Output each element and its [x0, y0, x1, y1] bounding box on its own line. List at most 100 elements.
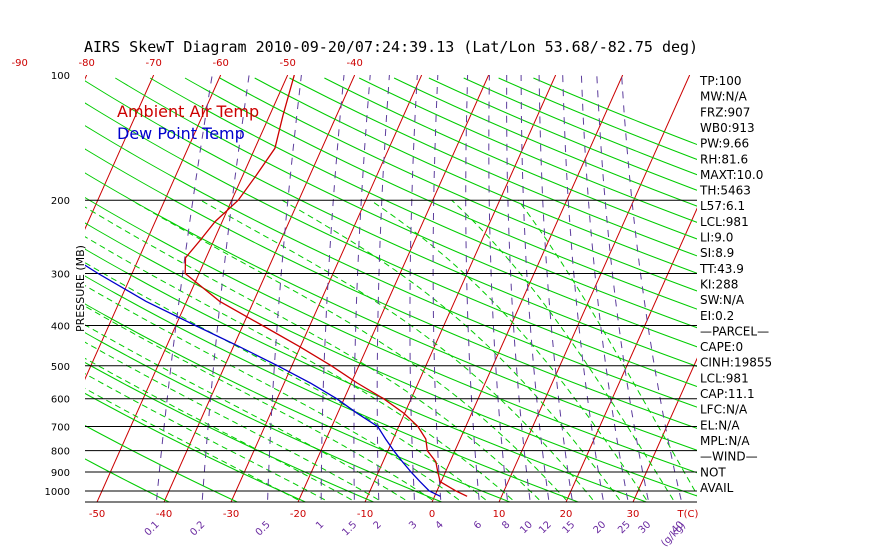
dry-adiabat: [219, 77, 697, 292]
index-label: L57:6.1: [700, 199, 745, 213]
dewpoint-line: [85, 264, 441, 497]
dry-adiabat: [85, 102, 697, 388]
mixing-ratio-tick-label: 4: [434, 519, 446, 531]
dry-adiabat: [85, 424, 238, 502]
mixing-ratio-tick-label: 15: [561, 519, 578, 536]
dry-adiabat: [85, 148, 697, 429]
bottom-temp-tick-label: 20: [560, 509, 573, 520]
top-temp-tick-label: -40: [346, 58, 362, 69]
dry-adiabat: [85, 222, 697, 497]
moist-adiabat: [85, 284, 460, 501]
dry-adiabat: [184, 77, 697, 310]
mixing-ratio-line: [520, 75, 550, 500]
mixing-ratio-tick-label: 3: [407, 519, 419, 531]
index-label: MPL:N/A: [700, 434, 750, 448]
pressure-tick-label: 900: [51, 468, 70, 479]
mixing-ratio-line: [580, 75, 629, 500]
mixing-ratio-tick-label: 8: [500, 519, 512, 531]
pressure-tick-label: 1000: [45, 487, 70, 498]
legend-dewpoint: Dew Point Temp: [117, 124, 245, 143]
isotherm-line: [632, 357, 697, 502]
index-label: FRZ:907: [700, 105, 750, 119]
dry-adiabat: [85, 197, 697, 474]
index-label: AVAIL: [700, 481, 734, 495]
mixing-ratio-line: [465, 75, 480, 500]
temp-unit-label: T(C): [677, 509, 699, 520]
dry-adiabat: [85, 80, 697, 367]
top-temp-tick-label: -60: [212, 58, 228, 69]
index-label: TH:5463: [699, 184, 751, 198]
moist-adiabat: [85, 262, 486, 501]
index-label: MAXT:10.0: [700, 168, 763, 182]
isotherm-line: [297, 75, 490, 502]
moist-adiabat: [281, 199, 620, 501]
index-label: RH:81.6: [700, 152, 748, 166]
y-axis-label: PRESSURE (MB): [74, 245, 87, 332]
top-temp-tick-label: -80: [78, 58, 94, 69]
moist-adiabat: [85, 236, 513, 501]
isotherm-line: [85, 75, 155, 231]
index-label: KI:288: [700, 277, 738, 291]
isobar-layer: [85, 199, 697, 503]
isotherm-line: [565, 207, 697, 502]
index-label: PW:9.66: [700, 137, 749, 151]
dry-adiabat: [428, 77, 697, 191]
moist-adiabat: [85, 357, 352, 501]
legend-temp: Ambient Air Temp: [117, 102, 259, 121]
index-label: LFC:N/A: [700, 403, 748, 417]
mixing-ratio-tick-label: 0.2: [188, 519, 207, 538]
moist-adiabat: [451, 199, 674, 501]
index-label: —WIND—: [700, 450, 758, 464]
mixing-ratio-tick-label: 25: [616, 519, 633, 536]
dry-adiabat: [85, 361, 374, 502]
pressure-tick-label: 600: [51, 395, 70, 406]
mixing-ratio-tick-label: 6: [472, 519, 484, 531]
bottom-temp-tick-label: -40: [156, 509, 172, 520]
bottom-temp-tick-label: -50: [89, 509, 105, 520]
mixing-ratio-line: [156, 75, 213, 500]
index-label: WB0:913: [700, 121, 755, 135]
dry-adiabat: [358, 77, 697, 223]
tick-layer: 1002003004005006007008009001000-120-110-…: [11, 58, 699, 549]
moist-adiabat: [131, 199, 567, 501]
dry-adiabat: [85, 172, 697, 451]
index-label: SI:8.9: [700, 246, 734, 260]
isotherm-line: [85, 75, 222, 381]
pressure-tick-label: 200: [51, 196, 70, 207]
mixing-ratio-line: [596, 75, 649, 500]
index-label: TP:100: [699, 74, 742, 88]
mixing-ratio-line: [621, 75, 682, 500]
isotherm-line: [0, 75, 20, 502]
index-label: SW:N/A: [700, 293, 745, 307]
mixing-ratio-tick-label: 1: [314, 519, 326, 531]
index-label: NOT: [700, 465, 726, 479]
top-temp-tick-label: -50: [279, 58, 295, 69]
bottom-temp-tick-label: 30: [627, 509, 640, 520]
moist-adiabat: [85, 324, 406, 501]
dry-adiabat: [85, 125, 697, 408]
index-label: LI:9.0: [700, 231, 733, 245]
isotherm-line: [364, 75, 557, 502]
index-label: LCL:981: [700, 371, 749, 385]
moist-adiabat: [85, 341, 379, 501]
dry-adiabat: [85, 392, 306, 502]
mixing-ratio-tick-label: 0.5: [254, 519, 273, 538]
dry-adiabat: [324, 77, 697, 240]
bottom-temp-tick-label: 0: [429, 509, 435, 520]
index-label: LCL:981: [700, 215, 749, 229]
index-label: CAPE:0: [700, 340, 743, 354]
mixing-ratio-line: [432, 75, 442, 500]
series-layer: [85, 75, 468, 497]
index-label: CAP:11.1: [700, 387, 755, 401]
pressure-tick-label: 400: [51, 321, 70, 332]
index-label: MW:N/A: [700, 90, 748, 104]
mixing-ratio-tick-label: 0.1: [143, 519, 162, 538]
moist-adiabat: [370, 199, 647, 501]
mixing-ratio-line: [201, 75, 250, 500]
pressure-tick-label: 800: [51, 447, 70, 458]
dry-adiabat: [289, 77, 697, 257]
mixing-ratio-line: [267, 75, 302, 500]
index-label: TT:43.9: [699, 262, 744, 276]
